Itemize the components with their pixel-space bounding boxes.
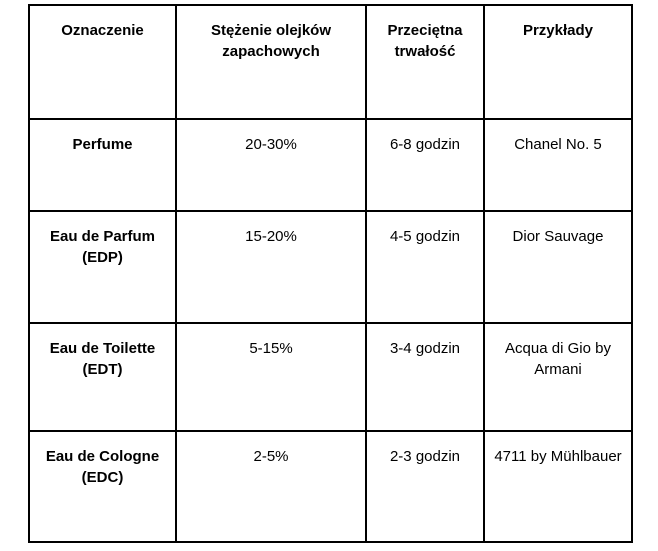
cell-concentration: 15-20% [175,210,367,324]
cell-name: Perfume [28,118,177,212]
cell-example: Acqua di Gio by Armani [483,322,633,432]
column-header-oznaczenie: Oznaczenie [28,4,177,120]
column-header-trwalosc: Przeciętna trwałość [365,4,485,120]
cell-longevity: 2-3 godzin [365,430,485,543]
cell-longevity: 6-8 godzin [365,118,485,212]
cell-concentration: 2-5% [175,430,367,543]
cell-name: Eau de Toilette (EDT) [28,322,177,432]
cell-example: 4711 by Mühlbauer [483,430,633,543]
column-header-przyklady: Przykłady [483,4,633,120]
table-row-edc: Eau de Cologne (EDC) 2-5% 2-3 godzin 471… [28,430,633,543]
cell-example: Chanel No. 5 [483,118,633,212]
perfume-types-table: Oznaczenie Stężenie olejków zapachowych … [28,4,633,543]
table-row-edp: Eau de Parfum (EDP) 15-20% 4-5 godzin Di… [28,210,633,324]
cell-longevity: 4-5 godzin [365,210,485,324]
cell-name: Eau de Parfum (EDP) [28,210,177,324]
column-header-stezenie: Stężenie olejków zapachowych [175,4,367,120]
cell-concentration: 5-15% [175,322,367,432]
table-row-perfume: Perfume 20-30% 6-8 godzin Chanel No. 5 [28,118,633,212]
cell-concentration: 20-30% [175,118,367,212]
table-header-row: Oznaczenie Stężenie olejków zapachowych … [28,4,633,120]
cell-name: Eau de Cologne (EDC) [28,430,177,543]
table-row-edt: Eau de Toilette (EDT) 5-15% 3-4 godzin A… [28,322,633,432]
cell-example: Dior Sauvage [483,210,633,324]
cell-longevity: 3-4 godzin [365,322,485,432]
